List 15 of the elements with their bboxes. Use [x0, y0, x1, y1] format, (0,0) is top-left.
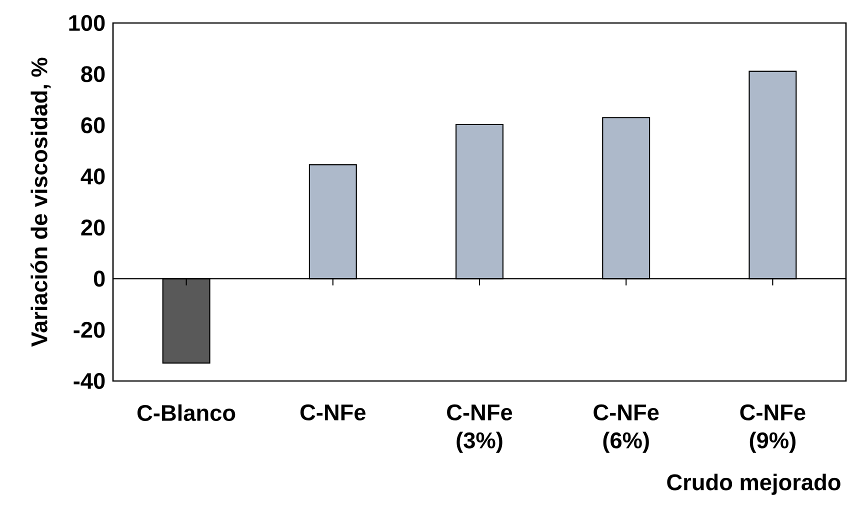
x-axis-title: Crudo mejorado — [667, 474, 840, 495]
x-tick-label: C-NFe (3%) — [447, 404, 512, 453]
y-tick-label: 20 — [81, 220, 105, 236]
y-tick-label: 60 — [81, 117, 105, 134]
y-tick-label: 100 — [69, 14, 105, 32]
y-tick-label: 40 — [80, 168, 105, 184]
y-tick-label: 0 — [94, 270, 105, 287]
y-axis-title: Variación de viscosidad, % — [30, 58, 51, 347]
x-tick-label: C-NFe (6%) — [594, 404, 659, 453]
y-tick-label: 80 — [81, 66, 105, 82]
x-tick-label: C-NFe (9%) — [740, 404, 806, 453]
y-tick-label: -40 — [74, 372, 105, 390]
x-tick-label: C-NFe — [300, 404, 366, 420]
y-tick-label: -20 — [74, 322, 105, 338]
x-tick-label: C-Blanco — [137, 404, 236, 422]
